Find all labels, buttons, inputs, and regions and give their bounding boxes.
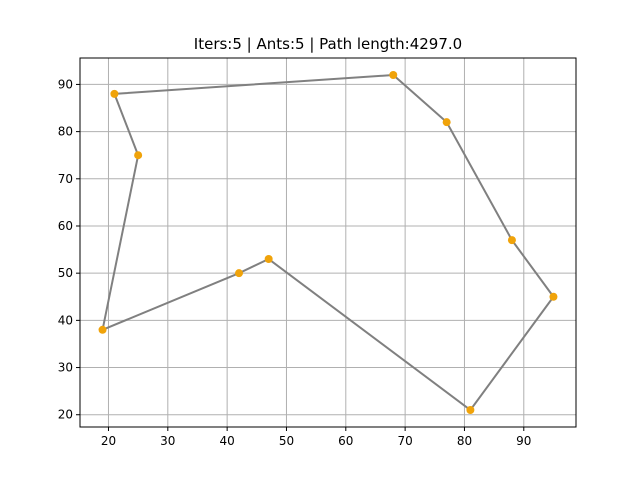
y-axis: 20 30 40 50 60 70 80 90 <box>58 77 80 422</box>
grid-lines <box>80 58 576 427</box>
y-tick-label: 60 <box>58 219 73 233</box>
x-tick-label: 80 <box>457 434 472 448</box>
y-tick-label: 50 <box>58 266 73 280</box>
chart-title: Iters:5 | Ants:5 | Path length:4297.0 <box>194 35 462 53</box>
city-point <box>442 118 451 127</box>
city-point <box>98 325 107 334</box>
city-point <box>134 151 143 160</box>
tour-path <box>101 73 555 412</box>
y-tick-label: 70 <box>58 172 73 186</box>
y-tick-label: 30 <box>58 361 73 375</box>
tour-path-line <box>101 73 555 412</box>
x-tick-label: 70 <box>397 434 412 448</box>
city-point <box>110 89 119 98</box>
x-tick-label: 60 <box>338 434 353 448</box>
city-point <box>389 70 398 79</box>
y-tick-label: 20 <box>58 408 73 422</box>
x-tick-label: 50 <box>279 434 294 448</box>
city-point <box>466 406 475 415</box>
y-tick-label: 90 <box>58 77 73 91</box>
plot-frame <box>79 57 577 428</box>
x-tick-label: 30 <box>160 434 175 448</box>
tour-markers <box>98 70 558 415</box>
city-point <box>235 269 244 278</box>
y-tick-label: 40 <box>58 313 73 327</box>
city-point <box>507 236 516 245</box>
x-axis: 20 30 40 50 60 70 80 90 <box>101 427 531 448</box>
x-tick-label: 90 <box>516 434 531 448</box>
city-point <box>549 292 558 301</box>
city-point <box>264 255 273 264</box>
x-tick-label: 40 <box>219 434 234 448</box>
x-tick-label: 20 <box>101 434 116 448</box>
y-tick-label: 80 <box>58 125 73 139</box>
